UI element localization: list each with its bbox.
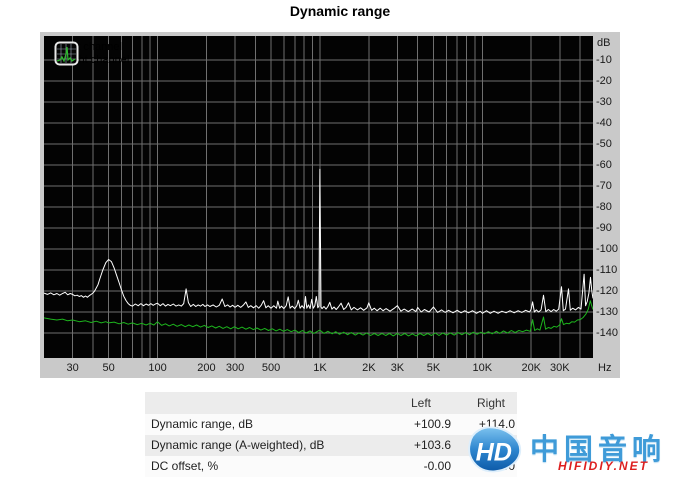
y-axis-unit: dB [597, 37, 611, 49]
x-tick-label: 20K [521, 362, 542, 374]
y-tick-label: -20 [596, 75, 612, 87]
y-tick-label: -130 [596, 306, 619, 318]
table-header-row: Left Right [145, 392, 517, 414]
svg-text:HD: HD [476, 439, 512, 467]
x-tick-label: 2K [362, 362, 376, 374]
x-tick-label: 200 [197, 362, 216, 374]
x-tick-label: 100 [148, 362, 167, 374]
y-tick-label: -30 [596, 96, 612, 108]
watermark: HD 中国音响 HIFIDIY.NET [460, 418, 680, 481]
y-tick-label: -100 [596, 243, 619, 255]
y-tick-label: -60 [596, 159, 612, 171]
y-tick-label: -140 [596, 327, 619, 339]
x-axis-unit: Hz [598, 362, 612, 374]
x-tick-label: 30K [550, 362, 570, 374]
y-tick-label: -120 [596, 285, 619, 297]
x-tick-label: 500 [261, 362, 281, 374]
y-tick-label: -10 [596, 54, 612, 66]
legend-right-channel: Right channel [62, 54, 130, 66]
y-tick-label: -50 [596, 138, 612, 150]
x-tick-label: 30 [66, 362, 79, 374]
row-label: Dynamic range (A-weighted), dB [151, 438, 325, 452]
plot-svg [44, 36, 593, 358]
legend: Left channel Right channel [54, 41, 129, 67]
hifidiy-logo-icon: HD [464, 423, 526, 482]
spectrum-chart: Left channel Right channel dB Hz -10 -20 -… [40, 32, 620, 378]
column-header-right: Right [476, 396, 505, 410]
plot-area: Left channel Right channel [44, 36, 593, 358]
y-tick-label: -40 [596, 117, 612, 129]
y-tick-label: -80 [596, 201, 612, 213]
x-tick-label: 10K [472, 362, 493, 374]
x-tick-label: 5K [426, 362, 441, 374]
y-tick-label: -90 [596, 222, 612, 234]
row-left-value: +100.9 [413, 417, 451, 431]
watermark-site-text: HIFIDIY.NET [558, 459, 649, 473]
row-label: DC offset, % [151, 459, 219, 473]
row-label: Dynamic range, dB [151, 417, 254, 431]
x-tick-label: 50 [102, 362, 115, 374]
x-tick-label: 3K [390, 362, 405, 374]
watermark-cjk-text: 中国音响 [530, 434, 667, 466]
table-row: Dynamic range, dB +100.9 +114.0 [145, 414, 517, 435]
table-row: Dynamic range (A-weighted), dB +103.6 [145, 435, 517, 456]
row-left-value: +103.6 [413, 438, 451, 452]
x-tick-label: 1K [313, 362, 327, 374]
y-tick-label: -70 [596, 180, 612, 192]
x-tick-label: 300 [225, 362, 245, 374]
y-tick-label: -110 [596, 264, 618, 276]
column-header-left: Left [410, 396, 431, 410]
row-left-value: -0.00 [423, 459, 451, 473]
page-title: Dynamic range [289, 3, 391, 19]
